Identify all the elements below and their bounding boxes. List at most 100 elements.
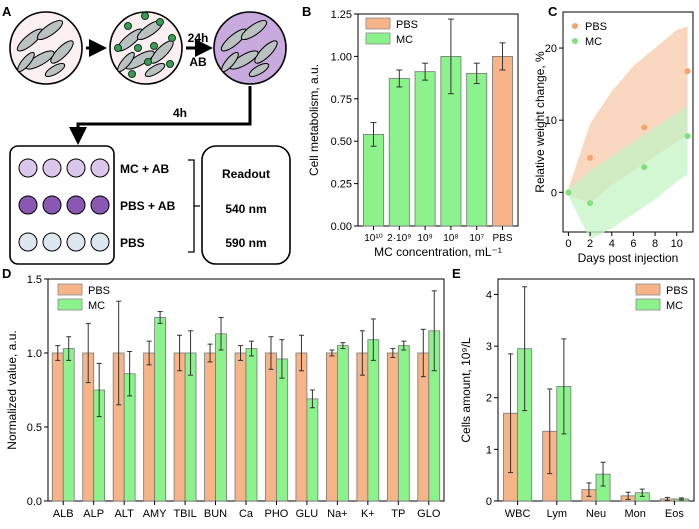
y-tick-label: 3 — [486, 341, 492, 353]
dish-with-ab — [213, 11, 287, 85]
x-tick-label: Mon — [624, 508, 645, 520]
x-tick-label: ALB — [53, 508, 74, 520]
y-axis-label: Cell metabolism, a.u. — [307, 64, 321, 176]
row-bracket — [188, 159, 200, 253]
step-reagent-label: AB — [189, 55, 207, 69]
x-tick-label: Ca — [239, 508, 254, 520]
bar-mc-pho — [276, 358, 288, 502]
panel-label-b: B — [302, 4, 311, 19]
x-tick-label: 6 — [630, 238, 636, 250]
x-tick-label: 8 — [652, 238, 658, 250]
y-tick-label: 0 — [551, 187, 557, 199]
microcapsule-particles — [114, 12, 176, 78]
bar-pbs-amy — [143, 352, 156, 502]
bar-mc-tp — [397, 345, 410, 502]
y-tick-label: 1.5 — [27, 274, 42, 286]
point-mc — [587, 200, 594, 207]
x-tick-label: ALP — [83, 508, 104, 520]
x-tick-label: PHO — [265, 508, 289, 520]
point-pbs — [641, 124, 648, 131]
x-tick-label: 10 — [671, 238, 683, 250]
bar-1 — [388, 78, 410, 227]
well-plate — [9, 145, 115, 265]
y-tick-label: 0 — [486, 496, 492, 508]
bar-mc-alb — [62, 348, 75, 502]
x-tick-label: Neu — [586, 508, 606, 520]
panel-label-a: A — [2, 4, 12, 19]
x-tick-label: 2·10⁹ — [387, 233, 411, 244]
readout-wavelength-2: 590 nm — [225, 236, 266, 250]
y-tick-label: 2 — [486, 393, 492, 405]
legend-swatch-mc — [365, 32, 391, 45]
bar-mc-k+ — [367, 339, 380, 502]
panel-label-d: D — [2, 266, 11, 281]
dish-untreated — [9, 11, 83, 85]
x-tick-label: GLU — [296, 508, 319, 520]
legend-label-pbs: PBS — [396, 19, 418, 31]
row-label-pbs-ab: PBS + AB — [120, 199, 176, 213]
chart-e: 0 1 2 3 4 Cells amount, 10⁹/L WBC Lym Neu Mon Eos P… — [459, 278, 695, 520]
legend-swatch-pbs — [365, 17, 391, 30]
x-tick-label: 2 — [587, 238, 593, 250]
point-mc — [565, 189, 572, 196]
chart-b: 0.00 0.25 0.50 0.75 1.00 1.25 Cell metabolism,… — [307, 9, 519, 259]
x-tick-label: AMY — [143, 508, 168, 520]
bar-mc-ca — [245, 348, 258, 502]
x-axis-label: MC concentration, mL⁻¹ — [374, 245, 502, 259]
plate-wells — [18, 158, 110, 252]
bar-mc-glu — [306, 398, 319, 502]
x-tick-label: 10⁸ — [443, 233, 458, 244]
x-axis-label: Days post injection — [578, 251, 679, 265]
legend-swatch-pbs — [57, 283, 83, 296]
legend-marker-mc — [572, 38, 578, 44]
x-tick-label: 10⁹ — [417, 233, 432, 244]
legend-label-mc: MC — [88, 300, 105, 312]
x-tick-label: TP — [391, 508, 405, 520]
bar-pbs-na+ — [326, 352, 338, 502]
x-tick-label: BUN — [204, 508, 227, 520]
bar-mc-na+ — [336, 345, 349, 502]
point-pbs — [684, 68, 691, 75]
x-tick-label: Eos — [665, 508, 684, 520]
y-tick-label: 0.75 — [331, 94, 352, 106]
point-mc — [684, 133, 691, 140]
arrow-to-plate — [69, 86, 252, 145]
readout-box — [201, 145, 291, 265]
bar-mc-amy — [154, 317, 166, 502]
legend-swatch-mc — [57, 298, 83, 311]
plot-frame — [357, 13, 519, 227]
y-tick-label: 0.00 — [331, 221, 352, 233]
x-tick-label: 10¹⁰ — [364, 233, 382, 244]
dish-with-mc — [109, 11, 183, 85]
legend-swatch-pbs — [635, 283, 661, 296]
bar-pbs-tbil — [173, 352, 186, 502]
panel-label-e: E — [452, 266, 461, 281]
y-tick-label: 0.5 — [27, 422, 42, 434]
panel-label-c: C — [548, 4, 558, 19]
x-tick-label: 10⁷ — [469, 233, 484, 244]
y-tick-label: 0.50 — [331, 136, 352, 148]
bar-pbs-alb — [51, 352, 64, 502]
y-axis-label: Relative weight change, % — [533, 51, 547, 193]
x-tick-label: TBIL — [173, 508, 196, 520]
step-time-label: 24h — [188, 31, 209, 45]
x-tick-label: PBS — [493, 233, 513, 244]
bar-4 — [466, 72, 488, 227]
x-tick-label: 0 — [565, 238, 571, 250]
panel-a: A — [2, 4, 291, 265]
bar-2 — [414, 71, 436, 227]
row-label-mc-ab: MC + AB — [120, 162, 170, 176]
legend-label-mc: MC — [666, 300, 683, 312]
x-tick-label: Lym — [547, 508, 567, 520]
point-pbs — [587, 154, 594, 161]
x-tick-label: ALT — [114, 508, 134, 520]
bar-mc-bun — [215, 333, 227, 502]
legend-marker-pbs — [572, 23, 578, 29]
readout-wavelength-1: 540 nm — [225, 202, 266, 216]
y-tick-label: 10 — [545, 115, 557, 127]
legend-label-mc: MC — [585, 36, 602, 48]
bar-0 — [363, 134, 384, 227]
bar-5 — [492, 56, 513, 227]
legend-label-mc: MC — [396, 34, 413, 46]
bar-pbs-tp — [386, 352, 399, 502]
